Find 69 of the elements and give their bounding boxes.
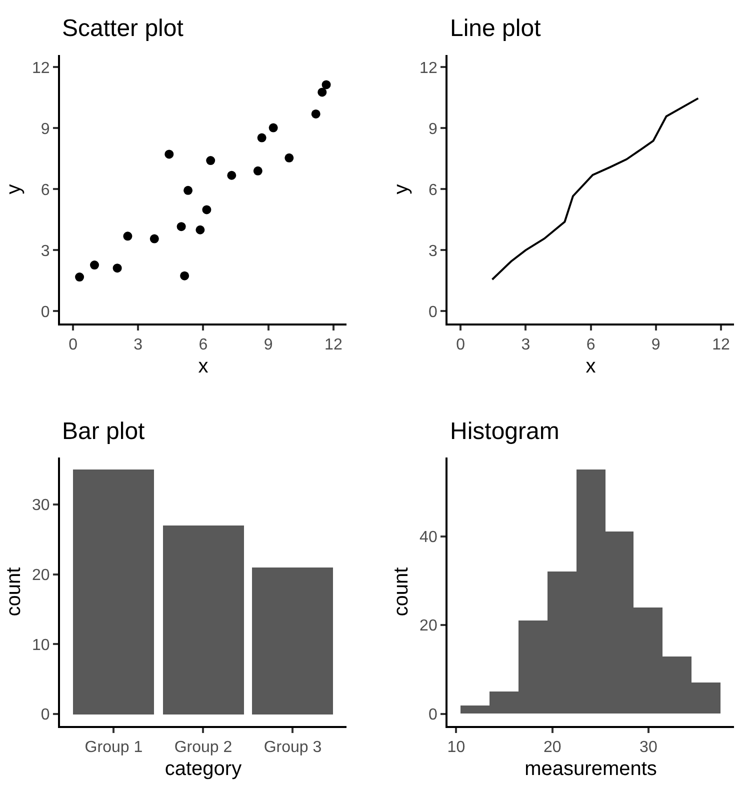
x-tick-label: 3 bbox=[521, 336, 530, 354]
y-axis-title: y bbox=[390, 184, 413, 194]
point bbox=[322, 80, 331, 90]
y-tick-label: 6 bbox=[428, 182, 438, 199]
point bbox=[311, 109, 320, 118]
y-tick-label: 6 bbox=[40, 182, 50, 199]
y-tick-label: 30 bbox=[32, 497, 50, 514]
y-axis-title: count bbox=[3, 566, 26, 616]
point bbox=[164, 150, 174, 159]
y-tick-label: 12 bbox=[420, 60, 438, 77]
y-tick-label: 0 bbox=[428, 706, 438, 724]
bar bbox=[252, 568, 333, 715]
bar bbox=[73, 470, 154, 715]
point bbox=[268, 123, 278, 132]
x-tick-label: 3 bbox=[134, 336, 143, 354]
point bbox=[196, 225, 205, 234]
point bbox=[184, 186, 193, 195]
x-tick-label: Group 2 bbox=[174, 739, 232, 756]
point bbox=[318, 88, 327, 97]
x-tick-label: 6 bbox=[198, 336, 208, 354]
y-tick-label: 40 bbox=[420, 528, 438, 546]
line-series bbox=[491, 97, 700, 280]
x-tick-label: 12 bbox=[712, 336, 730, 354]
y-tick-label: 9 bbox=[40, 120, 50, 138]
y-tick-label: 9 bbox=[428, 120, 438, 138]
point bbox=[202, 205, 212, 214]
x-tick-label: 9 bbox=[651, 336, 660, 354]
x-tick-label: 0 bbox=[68, 336, 78, 354]
point bbox=[75, 272, 84, 282]
chart-title: Bar plot bbox=[62, 418, 146, 445]
chart-title: Line plot bbox=[450, 15, 542, 42]
y-axis-title: y bbox=[3, 184, 26, 194]
x-axis-title: measurements bbox=[524, 758, 657, 780]
x-tick-label: 20 bbox=[543, 739, 562, 756]
point bbox=[123, 232, 132, 241]
x-tick-label: Group 3 bbox=[264, 739, 322, 756]
x-tick-label: 10 bbox=[447, 739, 466, 756]
y-tick-label: 3 bbox=[428, 242, 438, 260]
y-tick-label: 10 bbox=[32, 636, 50, 654]
chart-title: Histogram bbox=[450, 418, 560, 445]
y-tick-label: 0 bbox=[40, 706, 50, 724]
x-tick-label: Group 1 bbox=[84, 739, 143, 756]
x-tick-label: 0 bbox=[456, 336, 466, 354]
y-tick-label: 0 bbox=[40, 304, 50, 321]
x-axis-title: x bbox=[198, 356, 208, 378]
point bbox=[227, 170, 236, 180]
point bbox=[180, 271, 190, 280]
y-tick-label: 12 bbox=[32, 60, 50, 77]
y-tick-label: 20 bbox=[420, 618, 438, 635]
y-tick-label: 3 bbox=[40, 242, 50, 260]
point bbox=[112, 264, 122, 273]
point bbox=[284, 153, 294, 162]
x-tick-label: 12 bbox=[324, 336, 342, 354]
chart-title: Scatter plot bbox=[62, 15, 184, 42]
x-tick-label: 30 bbox=[640, 739, 658, 756]
bar bbox=[163, 526, 244, 715]
y-tick-label: 20 bbox=[32, 566, 50, 584]
x-axis-title: x bbox=[586, 356, 596, 378]
point bbox=[150, 234, 159, 244]
y-axis-title: count bbox=[390, 566, 413, 616]
x-tick-label: 9 bbox=[264, 336, 273, 354]
point bbox=[176, 222, 186, 232]
y-tick-label: 0 bbox=[428, 304, 438, 321]
point bbox=[206, 156, 216, 166]
point bbox=[90, 260, 99, 270]
point bbox=[253, 166, 262, 176]
x-tick-label: 6 bbox=[586, 336, 596, 354]
x-axis-title: category bbox=[164, 758, 242, 780]
point bbox=[257, 133, 266, 142]
